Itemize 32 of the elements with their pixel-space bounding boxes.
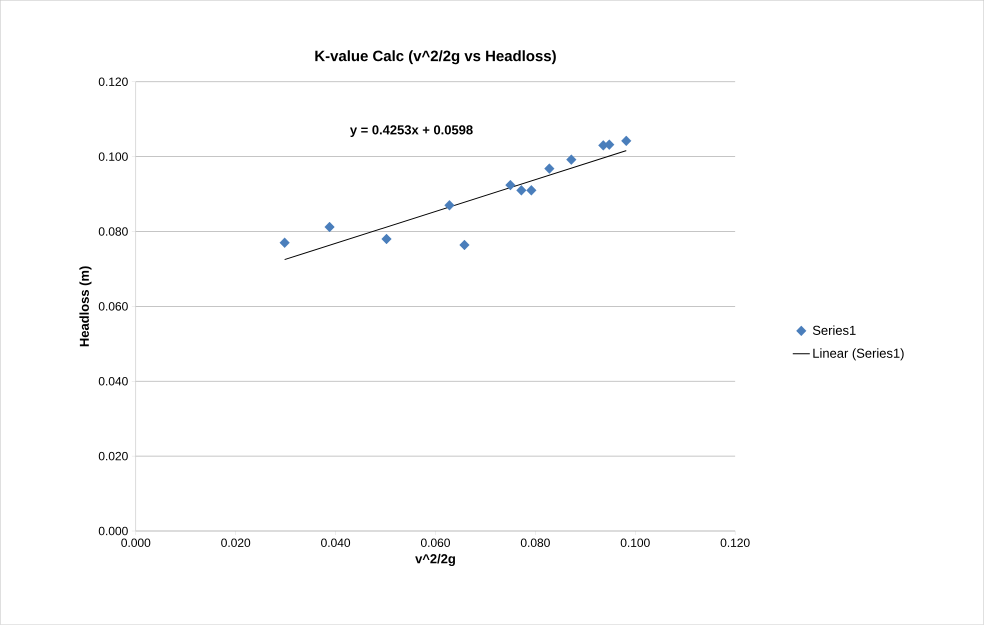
- point: [604, 140, 614, 150]
- x-tick-label: 0.040: [321, 538, 350, 548]
- point: [324, 222, 335, 232]
- x-tick-label: 0.020: [221, 538, 250, 548]
- x-tick-label: 0.080: [520, 538, 550, 548]
- annotation: y = 0.4253x + 0.0598: [350, 125, 473, 138]
- point: [459, 240, 470, 250]
- y-tick-label: 0.060: [98, 302, 128, 311]
- x-tick-label: 0.060: [420, 538, 450, 548]
- point: [444, 200, 455, 211]
- point: [505, 180, 516, 190]
- y-axis-title: Headloss (m): [79, 266, 92, 346]
- legend-label: Series1: [812, 326, 856, 336]
- point: [566, 154, 576, 165]
- y-tick-label: 0.120: [98, 78, 128, 86]
- point: [621, 136, 632, 146]
- x-tick-label: 0.100: [620, 538, 650, 548]
- x-axis-title: v^2/2g: [415, 554, 455, 566]
- point: [280, 238, 290, 248]
- y-tick-label: 0.000: [98, 526, 128, 536]
- legend-label: Linear (Series1): [813, 348, 904, 361]
- chart-title: K-value Calc (v^2/2g vs Headloss): [315, 50, 556, 64]
- y-tick-label: 0.040: [98, 377, 128, 386]
- point: [526, 185, 536, 196]
- x-tick-label: 0.000: [121, 538, 150, 548]
- y-tick-label: 0.100: [98, 152, 128, 161]
- point: [381, 234, 392, 244]
- x-tick-label: 0.120: [720, 538, 750, 548]
- point: [544, 164, 554, 174]
- y-tick-label: 0.080: [98, 227, 128, 236]
- y-tick-label: 0.020: [98, 452, 128, 460]
- point: [516, 185, 526, 196]
